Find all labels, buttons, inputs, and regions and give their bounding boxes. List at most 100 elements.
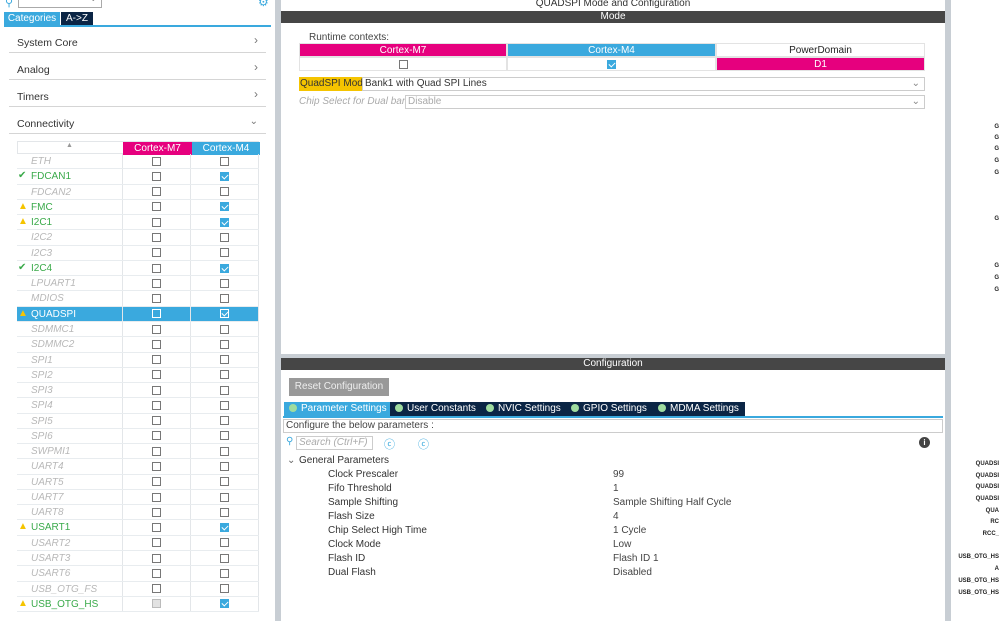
- cortex-m4-checkbox[interactable]: [220, 248, 229, 258]
- quadspi-mode-select[interactable]: Bank1 with Quad SPI Lines ⌄: [362, 77, 925, 91]
- peripheral-row-i2c2[interactable]: I2C2: [17, 230, 259, 246]
- cortex-m7-checkbox[interactable]: [152, 416, 161, 426]
- cortex-m7-checkbox[interactable]: [152, 202, 161, 212]
- chip-select-select[interactable]: Disable ⌄: [405, 95, 925, 109]
- cortex-m4-checkbox[interactable]: [220, 599, 229, 609]
- chevron-down-icon[interactable]: ⌄: [287, 455, 296, 466]
- cortex-m4-checkbox[interactable]: [220, 416, 229, 426]
- peripheral-row-usart2[interactable]: USART2: [17, 535, 259, 552]
- panel-splitter[interactable]: [275, 0, 281, 621]
- cortex-m4-checkbox[interactable]: [220, 431, 229, 441]
- peripheral-row-mdios[interactable]: MDIOS: [17, 291, 259, 307]
- section-splitter[interactable]: [281, 354, 945, 358]
- cortex-m7-checkbox[interactable]: [152, 232, 161, 242]
- cortex-m4-checkbox[interactable]: [220, 294, 229, 304]
- peripheral-row-swpmi1[interactable]: SWPMI1: [17, 444, 259, 460]
- peripheral-row-usart6[interactable]: USART6: [17, 566, 259, 582]
- peripheral-row-uart4[interactable]: UART4: [17, 459, 259, 475]
- cortex-m4-checkbox[interactable]: [220, 553, 229, 563]
- cortex-m4-checkbox[interactable]: [220, 232, 229, 242]
- cortex-m4-checkbox[interactable]: [220, 492, 229, 502]
- cortex-m7-checkbox[interactable]: [152, 370, 161, 380]
- cortex-m4-checkbox[interactable]: [220, 324, 229, 334]
- peripheral-row-uart7[interactable]: UART7: [17, 489, 259, 506]
- cortex-m4-checkbox[interactable]: [220, 187, 229, 197]
- peripheral-row-i2c3[interactable]: I2C3: [17, 245, 259, 261]
- cortex-m4-checkbox[interactable]: [220, 217, 229, 227]
- info-icon[interactable]: i: [919, 437, 930, 448]
- cortex-m7-checkbox[interactable]: [152, 538, 161, 548]
- parameter-value[interactable]: 99: [613, 469, 625, 480]
- category-timers[interactable]: Timers ›: [9, 80, 266, 107]
- tab-a-z[interactable]: A->Z: [61, 12, 93, 25]
- cortex-m4-checkbox[interactable]: [220, 523, 229, 533]
- cortex-m7-checkbox[interactable]: [152, 477, 161, 487]
- cortex-m4-checkbox[interactable]: [220, 507, 229, 517]
- peripheral-row-sdmmc2[interactable]: SDMMC2: [17, 337, 259, 353]
- cortex-m7-checkbox[interactable]: [152, 217, 161, 227]
- parameter-search-input[interactable]: Search (Ctrl+F): [296, 436, 373, 450]
- cortex-m7-checkbox[interactable]: [152, 431, 161, 441]
- category-connectivity[interactable]: Connectivity ⌄: [9, 107, 266, 134]
- cortex-m4-checkbox[interactable]: [220, 156, 229, 166]
- peripheral-row-fdcan2[interactable]: FDCAN2: [17, 184, 259, 200]
- peripheral-row-usb_otg_fs[interactable]: USB_OTG_FS: [17, 581, 259, 597]
- peripheral-row-spi6[interactable]: SPI6: [17, 428, 259, 445]
- cortex-m7-checkbox[interactable]: [152, 492, 161, 502]
- sort-icon[interactable]: ▲: [66, 142, 73, 149]
- tab-gpio-settings[interactable]: GPIO Settings: [566, 402, 654, 416]
- cortex-m4-checkbox[interactable]: [220, 538, 229, 548]
- cortex-m4-checkbox[interactable]: [220, 568, 229, 578]
- cortex-m7-checkbox[interactable]: [152, 385, 161, 395]
- tab-mdma-settings[interactable]: MDMA Settings: [653, 402, 746, 416]
- group-general-parameters[interactable]: General Parameters: [299, 455, 390, 466]
- cortex-m7-checkbox[interactable]: [152, 309, 161, 319]
- cortex-m7-checkbox[interactable]: [152, 187, 161, 197]
- cortex-m7-checkbox[interactable]: [152, 446, 161, 456]
- cortex-m4-checkbox[interactable]: [220, 370, 229, 380]
- cortex-m7-checkbox[interactable]: [152, 462, 161, 472]
- parameter-value[interactable]: Low: [613, 539, 632, 550]
- parameter-value[interactable]: Sample Shifting Half Cycle: [613, 497, 732, 508]
- tab-nvic-settings[interactable]: NVIC Settings: [481, 402, 568, 416]
- tab-parameter-settings[interactable]: Parameter Settings: [284, 402, 394, 416]
- peripheral-row-spi4[interactable]: SPI4: [17, 398, 259, 414]
- peripheral-row-eth[interactable]: ETH: [17, 154, 259, 170]
- category-system-core[interactable]: System Core ›: [9, 26, 266, 53]
- cortex-m4-checkbox[interactable]: [220, 584, 229, 594]
- tab-user-constants[interactable]: User Constants: [390, 402, 483, 416]
- reset-configuration-button[interactable]: Reset Configuration: [289, 378, 389, 396]
- peripheral-row-spi1[interactable]: SPI1: [17, 352, 259, 368]
- next-result-icon[interactable]: ⓒ: [418, 439, 429, 451]
- runtime-m4-checkbox[interactable]: [607, 59, 616, 69]
- cortex-m4-checkbox[interactable]: [220, 278, 229, 288]
- power-domain-value[interactable]: D1: [716, 57, 925, 71]
- cortex-m7-checkbox[interactable]: [152, 553, 161, 563]
- cortex-m4-checkbox[interactable]: [220, 385, 229, 395]
- peripheral-row-spi3[interactable]: SPI3: [17, 383, 259, 399]
- parameter-value[interactable]: 4: [613, 511, 619, 522]
- cortex-m4-checkbox[interactable]: [220, 339, 229, 349]
- cortex-m4-checkbox[interactable]: [220, 309, 229, 319]
- cortex-m7-checkbox[interactable]: [152, 584, 161, 594]
- pinout-view[interactable]: G G G G G G G G G QUADSI QUADSI QUADSI QUADSI QUA RC RC…: [951, 0, 999, 621]
- peripheral-row-spi2[interactable]: SPI2: [17, 367, 259, 384]
- category-analog[interactable]: Analog ›: [9, 53, 266, 80]
- cortex-m7-checkbox[interactable]: [152, 324, 161, 334]
- peripheral-row-lpuart1[interactable]: LPUART1: [17, 276, 259, 292]
- peripheral-row-sdmmc1[interactable]: SDMMC1: [17, 321, 259, 338]
- cortex-m7-checkbox[interactable]: [152, 599, 161, 609]
- runtime-m7-checkbox[interactable]: [398, 59, 408, 69]
- tab-categories[interactable]: Categories: [4, 12, 60, 25]
- peripheral-row-fmc[interactable]: ▲ FMC: [17, 199, 259, 216]
- cortex-m7-checkbox[interactable]: [152, 355, 161, 365]
- peripheral-row-usart3[interactable]: USART3: [17, 551, 259, 567]
- parameter-value[interactable]: Flash ID 1: [613, 553, 659, 564]
- peripheral-row-spi5[interactable]: SPI5: [17, 413, 259, 429]
- cortex-m4-checkbox[interactable]: [220, 477, 229, 487]
- cortex-m7-checkbox[interactable]: [152, 248, 161, 258]
- cortex-m4-checkbox[interactable]: [220, 462, 229, 472]
- peripheral-row-uart5[interactable]: UART5: [17, 474, 259, 490]
- cortex-m4-checkbox[interactable]: [220, 202, 229, 212]
- cortex-m7-checkbox[interactable]: [152, 294, 161, 304]
